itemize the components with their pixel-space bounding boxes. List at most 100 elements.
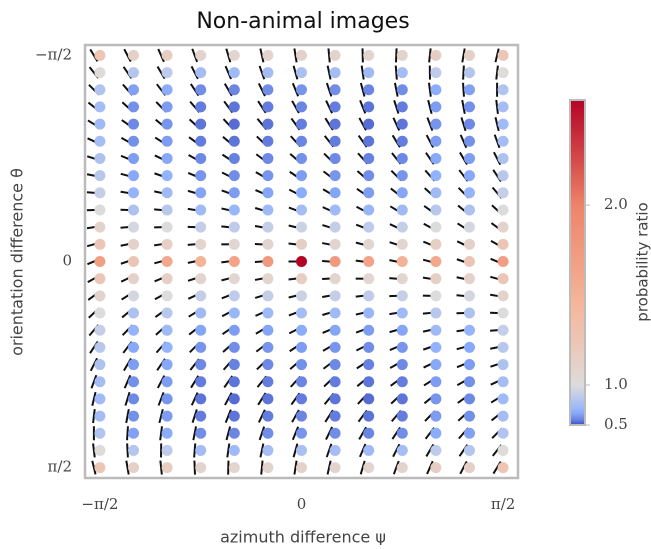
dot — [464, 84, 475, 95]
dot — [195, 84, 206, 95]
dot — [128, 170, 139, 181]
dot — [430, 376, 441, 387]
dot — [128, 67, 139, 78]
dot — [430, 342, 441, 353]
dot — [162, 325, 173, 336]
dot — [162, 136, 173, 147]
dot — [128, 462, 139, 473]
dot — [94, 256, 105, 267]
x-tick-label: π/2 — [491, 495, 515, 513]
dot — [430, 101, 441, 112]
dot — [195, 411, 206, 422]
dot — [498, 153, 509, 164]
dot — [498, 325, 509, 336]
dot — [430, 273, 441, 284]
orientation-segment — [194, 443, 195, 457]
dot — [262, 376, 273, 387]
dot — [128, 359, 139, 370]
dot — [162, 84, 173, 95]
dot — [262, 136, 273, 147]
dot — [430, 359, 441, 370]
dot — [430, 204, 441, 215]
dot — [397, 290, 408, 301]
dot — [330, 136, 341, 147]
dot — [498, 308, 509, 319]
dot — [195, 222, 206, 233]
dot — [195, 393, 206, 404]
dot — [397, 84, 408, 95]
dot — [262, 50, 273, 61]
dot — [498, 187, 509, 198]
dot — [430, 153, 441, 164]
dot — [94, 239, 105, 250]
dot — [296, 119, 307, 130]
dot — [229, 325, 240, 336]
dot — [397, 428, 408, 439]
dot — [262, 153, 273, 164]
dot — [195, 239, 206, 250]
dot — [262, 462, 273, 473]
dot — [128, 50, 139, 61]
dot — [162, 101, 173, 112]
dot — [498, 445, 509, 456]
dot — [195, 462, 206, 473]
dot — [296, 393, 307, 404]
dot — [195, 187, 206, 198]
dot — [128, 136, 139, 147]
dot — [229, 308, 240, 319]
dot — [162, 445, 173, 456]
dot — [262, 204, 273, 215]
dot — [397, 170, 408, 181]
dot — [128, 273, 139, 284]
dot — [94, 204, 105, 215]
dot — [397, 411, 408, 422]
dot — [195, 204, 206, 215]
dot — [162, 187, 173, 198]
dot — [330, 290, 341, 301]
dot — [296, 170, 307, 181]
dot — [397, 325, 408, 336]
dot — [498, 256, 509, 267]
dot — [330, 153, 341, 164]
dot — [94, 50, 105, 61]
dot — [296, 290, 307, 301]
dot — [162, 222, 173, 233]
dot — [195, 445, 206, 456]
dot — [94, 411, 105, 422]
dot — [397, 393, 408, 404]
dot — [498, 462, 509, 473]
orientation-segment — [194, 461, 195, 475]
dot — [330, 462, 341, 473]
dot — [498, 67, 509, 78]
dot — [330, 119, 341, 130]
dot — [229, 376, 240, 387]
dot — [430, 187, 441, 198]
dot — [128, 101, 139, 112]
dot — [363, 239, 374, 250]
dot — [229, 119, 240, 130]
dot — [363, 393, 374, 404]
dot — [363, 84, 374, 95]
dot — [363, 308, 374, 319]
dot — [229, 222, 240, 233]
dot — [397, 204, 408, 215]
dot — [464, 239, 475, 250]
dot — [397, 50, 408, 61]
dot — [128, 325, 139, 336]
dot — [94, 290, 105, 301]
dot — [195, 119, 206, 130]
dot — [430, 325, 441, 336]
dot — [498, 428, 509, 439]
dot — [363, 204, 374, 215]
dot — [296, 308, 307, 319]
dot — [94, 136, 105, 147]
dot — [195, 325, 206, 336]
dot — [262, 119, 273, 130]
dot — [330, 273, 341, 284]
dot — [128, 204, 139, 215]
dot — [162, 393, 173, 404]
dot — [128, 342, 139, 353]
dot — [330, 204, 341, 215]
dot — [229, 445, 240, 456]
dot — [498, 204, 509, 215]
